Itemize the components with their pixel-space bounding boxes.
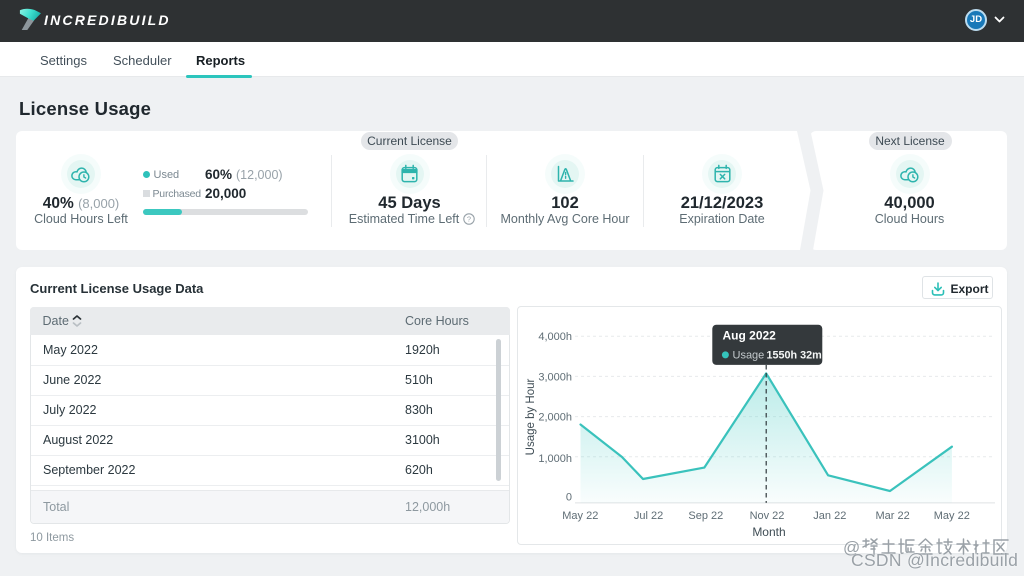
svg-text:0: 0	[566, 492, 572, 504]
svg-text:Usage: Usage	[733, 350, 765, 362]
svg-text:Nov 22: Nov 22	[750, 510, 785, 522]
svg-text:Mar 22: Mar 22	[875, 510, 909, 522]
svg-text:May 22: May 22	[934, 510, 970, 522]
svg-text:Jul 22: Jul 22	[634, 510, 663, 522]
svg-text:@: @	[843, 538, 860, 557]
svg-text:4,000h: 4,000h	[538, 331, 572, 343]
svg-text:?: ?	[467, 215, 471, 224]
svg-text:3,000h: 3,000h	[538, 371, 572, 383]
svg-text:May 22: May 22	[562, 510, 598, 522]
svg-text:Jan 22: Jan 22	[813, 510, 846, 522]
svg-text:1550h 32m: 1550h 32m	[767, 350, 822, 362]
svg-text:2,000h: 2,000h	[538, 412, 572, 424]
svg-text:Usage by Hour: Usage by Hour	[525, 378, 537, 455]
svg-text:1,000h: 1,000h	[538, 453, 572, 465]
svg-text:Aug 2022: Aug 2022	[723, 329, 777, 343]
svg-text:Sep 22: Sep 22	[688, 510, 723, 522]
svg-text:Month: Month	[752, 525, 785, 539]
